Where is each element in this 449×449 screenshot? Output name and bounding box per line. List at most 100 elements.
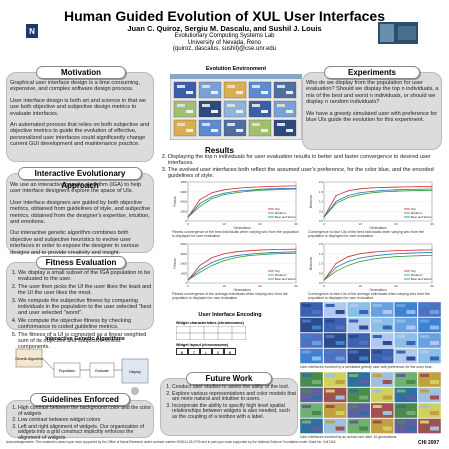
data-point bbox=[271, 253, 273, 255]
widget-mock bbox=[406, 411, 416, 415]
data-point bbox=[335, 270, 337, 272]
widget-mock bbox=[349, 420, 359, 424]
data-point bbox=[259, 249, 261, 251]
y-tick-label: 1.0 bbox=[319, 262, 324, 266]
experiments-p2: We have a greedy simulated user with pre… bbox=[306, 110, 438, 124]
x-axis-label: Generations bbox=[369, 226, 387, 230]
motivation-p1: Graphical user interface design is a tim… bbox=[10, 80, 140, 93]
data-point bbox=[419, 186, 421, 188]
data-point bbox=[407, 186, 409, 188]
data-point bbox=[395, 186, 397, 188]
data-point bbox=[223, 194, 225, 196]
data-point bbox=[247, 190, 249, 192]
widget-mock bbox=[396, 374, 406, 377]
x-tick-label: 20 bbox=[394, 222, 398, 226]
evolved-ui-grid-user bbox=[300, 372, 442, 434]
future-item-3: Incorporate the ability to specify high … bbox=[172, 403, 296, 421]
widget-mock bbox=[372, 389, 382, 393]
widget-mock bbox=[186, 91, 193, 94]
widget-mock bbox=[236, 129, 243, 132]
data-point bbox=[271, 249, 273, 251]
svg-text:N: N bbox=[29, 27, 35, 36]
series-line-random bbox=[187, 188, 297, 218]
widget-mock bbox=[406, 380, 416, 384]
widget-mock bbox=[312, 426, 321, 431]
y-tick-label: 4000 bbox=[180, 180, 187, 184]
x-tick-label: 20 bbox=[258, 222, 262, 226]
widget-mock bbox=[430, 356, 439, 361]
widget-mock bbox=[186, 129, 193, 132]
widget-mock bbox=[236, 91, 243, 94]
chart-caption-2: Convergence to blue UIs of the best indi… bbox=[308, 230, 424, 238]
widget-mock bbox=[372, 304, 382, 307]
shots-caption-top: User interfaces evolved by a simulated g… bbox=[300, 365, 433, 369]
data-point bbox=[407, 190, 409, 192]
motivation-p2: User interface design is both art and sc… bbox=[10, 97, 146, 117]
poster-authors: Juan C. Quiroz, Sergiu M. Dascalu, and S… bbox=[127, 24, 322, 33]
widget-mock bbox=[420, 350, 429, 354]
data-point bbox=[211, 196, 213, 198]
poster-title: Human Guided Evolution of XUL User Inter… bbox=[63, 8, 385, 24]
widget-mock bbox=[396, 304, 406, 307]
widget-mock bbox=[302, 374, 311, 377]
data-point bbox=[395, 250, 397, 252]
widget-mock bbox=[335, 380, 345, 384]
x-tick-label: 0 bbox=[187, 222, 189, 226]
series-line-top bbox=[187, 185, 297, 218]
encoding-cell: T bbox=[188, 348, 200, 355]
data-point bbox=[347, 190, 349, 192]
series-line-best-and-worst bbox=[187, 187, 297, 218]
widget-mock bbox=[372, 319, 382, 323]
widget-mock bbox=[335, 426, 345, 431]
widget-mock bbox=[382, 341, 392, 345]
data-point bbox=[407, 188, 409, 190]
data-point bbox=[395, 190, 397, 192]
y-axis-label: Blueness bbox=[309, 195, 313, 209]
series-line-top bbox=[323, 186, 432, 218]
widget-mock bbox=[372, 335, 382, 338]
data-point bbox=[271, 185, 273, 187]
data-point bbox=[347, 195, 349, 197]
encoding-widget-table bbox=[176, 326, 246, 340]
widget-mock bbox=[252, 85, 260, 88]
widget-mock bbox=[335, 341, 345, 345]
widget-mock bbox=[372, 405, 382, 408]
widget-mock bbox=[420, 319, 429, 323]
data-point bbox=[199, 268, 201, 270]
legend-label: Best and Worst bbox=[411, 215, 432, 219]
data-point bbox=[359, 194, 361, 196]
data-point bbox=[335, 266, 337, 268]
widget-mock bbox=[349, 319, 359, 323]
chart-caption-3: Fitness convergence of the average indiv… bbox=[172, 292, 288, 300]
data-point bbox=[247, 253, 249, 255]
widget-mock bbox=[325, 335, 335, 338]
guidelines-heading: Guidelines Enforced bbox=[30, 393, 130, 406]
widget-mock bbox=[312, 411, 321, 415]
data-point bbox=[283, 248, 285, 250]
x-axis-label: Generations bbox=[233, 288, 251, 292]
widget-mock bbox=[430, 341, 439, 345]
widget-mock bbox=[312, 325, 321, 330]
data-point bbox=[383, 186, 385, 188]
fitness-item-3: We compute the subjective fitness by com… bbox=[18, 298, 152, 317]
widget-mock bbox=[302, 420, 311, 424]
fitness-item-1: We display a small subset of the IGA pop… bbox=[18, 270, 152, 283]
data-point bbox=[235, 251, 237, 253]
lab-name: Evolutionary Computing Systems Lab bbox=[174, 33, 275, 39]
legend-label: Best and Worst bbox=[411, 277, 432, 281]
widget-mock bbox=[430, 426, 439, 431]
fitness-item-5: The fitness of a UI is computed as a lin… bbox=[18, 332, 152, 351]
widget-mock bbox=[430, 411, 439, 415]
widget-mock bbox=[420, 335, 429, 338]
candidate-ui-thumbnail bbox=[223, 119, 247, 137]
widget-mock bbox=[359, 395, 369, 400]
data-point bbox=[347, 197, 349, 199]
data-point bbox=[431, 249, 433, 251]
data-point bbox=[223, 260, 225, 262]
motivation-p3: An automated process that relies on both… bbox=[10, 122, 150, 148]
future-item-2: Explore various representations and colo… bbox=[172, 391, 296, 403]
data-point bbox=[271, 252, 273, 254]
data-point bbox=[211, 192, 213, 194]
widget-mock bbox=[202, 123, 210, 126]
